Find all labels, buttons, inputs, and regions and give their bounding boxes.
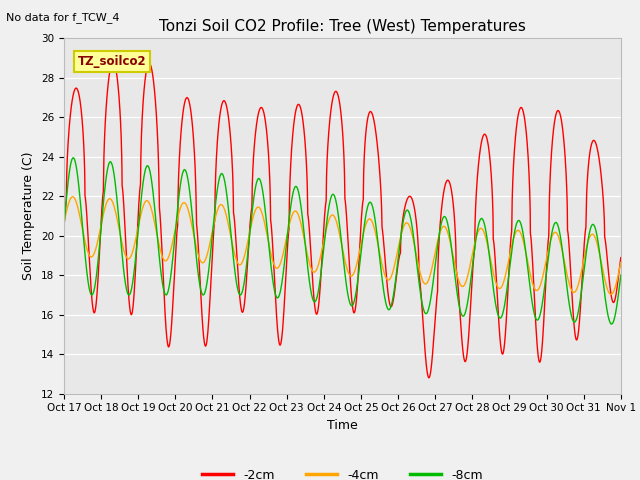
Text: No data for f_TCW_4: No data for f_TCW_4 <box>6 12 120 23</box>
X-axis label: Time: Time <box>327 419 358 432</box>
Title: Tonzi Soil CO2 Profile: Tree (West) Temperatures: Tonzi Soil CO2 Profile: Tree (West) Temp… <box>159 20 526 35</box>
Legend: -2cm, -4cm, -8cm: -2cm, -4cm, -8cm <box>197 464 488 480</box>
Text: TZ_soilco2: TZ_soilco2 <box>78 55 147 68</box>
Y-axis label: Soil Temperature (C): Soil Temperature (C) <box>22 152 35 280</box>
